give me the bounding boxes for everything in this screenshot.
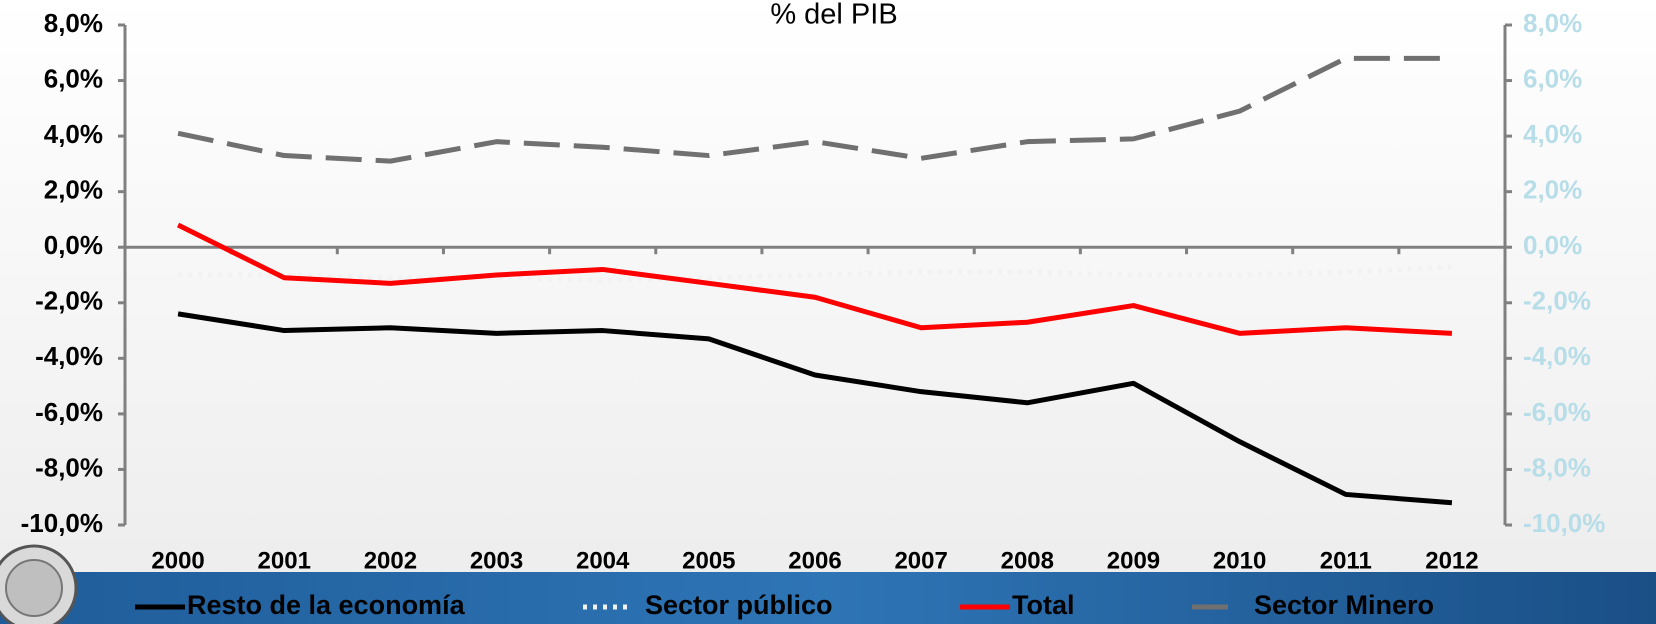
y-tick-label: -2,0%	[35, 286, 103, 316]
y2-tick-label: 2,0%	[1523, 175, 1582, 205]
legend-label: Sector público	[645, 590, 833, 620]
y-tick-label: 8,0%	[44, 8, 103, 38]
y-tick-label: -4,0%	[35, 341, 103, 371]
y2-tick-label: 4,0%	[1523, 119, 1582, 149]
y2-tick-label: 8,0%	[1523, 8, 1582, 38]
logo	[0, 544, 78, 624]
y2-tick-label: -2,0%	[1523, 286, 1591, 316]
y2-tick-label: -10,0%	[1523, 508, 1605, 538]
y2-tick-label: -8,0%	[1523, 452, 1591, 482]
y-tick-label: -6,0%	[35, 397, 103, 427]
y-tick-label: -8,0%	[35, 452, 103, 482]
y2-tick-label: 6,0%	[1523, 63, 1582, 93]
series-line	[177, 55, 1452, 164]
x-tick-label: 2001	[258, 547, 311, 574]
y-tick-label: -10,0%	[21, 508, 103, 538]
series-line	[177, 311, 1453, 506]
x-tick-label: 2000	[151, 547, 204, 574]
series-line	[176, 222, 1453, 336]
x-tick-label: 2004	[576, 547, 630, 574]
x-tick-label: 2007	[894, 547, 947, 574]
x-tick-label: 2008	[1001, 547, 1054, 574]
legend-label: Total	[1012, 590, 1075, 620]
y-tick-label: 6,0%	[44, 63, 103, 93]
x-tick-label: 2002	[364, 547, 417, 574]
y2-tick-label: -6,0%	[1523, 397, 1591, 427]
y-tick-label: 4,0%	[44, 119, 103, 149]
series-line	[178, 264, 1453, 284]
x-tick-label: 2006	[788, 547, 841, 574]
y-tick-label: 2,0%	[44, 175, 103, 205]
x-tick-label: 2011	[1320, 547, 1372, 574]
y-tick-label: 0,0%	[44, 230, 103, 260]
y2-tick-label: -4,0%	[1523, 341, 1591, 371]
chart-title: % del PIB	[770, 0, 897, 31]
legend-band	[0, 572, 1656, 624]
x-tick-label: 2005	[682, 547, 735, 574]
legend-label: Resto de la economía	[187, 590, 466, 620]
legend-label: Sector Minero	[1254, 590, 1434, 620]
x-tick-label: 2003	[470, 547, 523, 574]
x-tick-label: 2012	[1425, 547, 1478, 574]
x-tick-label: 2009	[1107, 547, 1160, 574]
x-tick-label: 2010	[1213, 547, 1266, 574]
y2-tick-label: 0,0%	[1523, 230, 1582, 260]
